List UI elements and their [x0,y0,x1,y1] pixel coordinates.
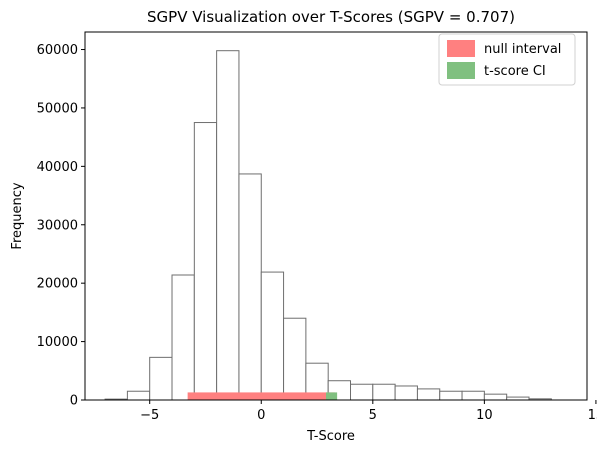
histogram-bars [104,50,552,401]
x-tick-label: 5 [369,408,377,423]
legend-label-t-score-ci: t-score CI [484,64,546,79]
x-tick-label: 0 [257,408,265,423]
plot-frame [84,31,588,401]
chart-title: SGPV Visualization over T-Scores (SGPV =… [147,8,515,26]
y-axis-label: Frequency [10,182,25,249]
y-tick-label: 50000 [37,101,78,116]
histogram-bar [394,385,418,401]
x-tick-label: 15 [588,408,597,423]
legend-swatch-null-interval [447,40,475,57]
histogram-bar [171,274,195,401]
y-tick-label: 30000 [37,218,78,233]
histogram-bar [149,356,173,401]
histogram-bar [216,50,240,401]
x-tick-label: 10 [476,408,493,423]
histogram-bar [283,317,307,401]
histogram-bar [260,271,285,401]
histogram-bar [126,390,151,401]
histogram-bar [439,390,463,401]
y-tick-label: 0 [70,394,78,409]
interval-bands [187,392,338,400]
t-score-ci-band [325,392,338,400]
x-tick-label: −5 [140,408,159,423]
histogram-bar [350,383,374,401]
histogram-bar [193,122,218,401]
y-tick-label: 40000 [37,160,78,175]
x-axis-ticks: −5 0 5 10 15 [140,400,597,423]
histogram-bar [238,173,262,401]
y-tick-label: 60000 [37,43,78,58]
y-tick-label: 10000 [37,335,78,350]
legend-label-null-interval: null interval [484,42,561,57]
histogram-bar [372,383,396,401]
y-axis-ticks: 0 10000 20000 30000 40000 50000 60000 [37,43,85,409]
y-tick-label: 20000 [37,277,78,292]
x-axis-label: T-Score [306,429,355,444]
histogram-bar [416,388,441,401]
null-interval-band [187,392,335,400]
histogram-bar [483,393,508,401]
legend: null interval t-score CI [438,33,576,86]
legend-swatch-t-score-ci [447,62,475,79]
histogram-bar [461,390,485,401]
